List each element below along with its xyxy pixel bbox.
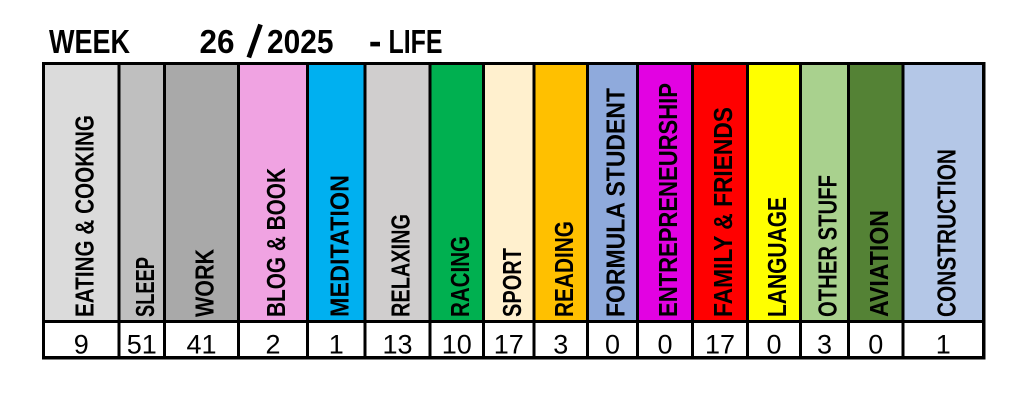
svg-text:AVIATION: AVIATION [864,210,894,317]
svg-text:17: 17 [705,329,735,359]
svg-text:CONSTRUCTION: CONSTRUCTION [931,149,961,317]
svg-text:FAMILY & FRIENDS: FAMILY & FRIENDS [708,107,738,317]
svg-text:WORK: WORK [190,249,220,317]
svg-text:MEDITATION: MEDITATION [324,175,354,317]
svg-text:FORMULA STUDENT: FORMULA STUDENT [601,88,631,317]
svg-text:ENTREPRENEURSHIP: ENTREPRENEURSHIP [653,83,683,317]
svg-text:SPORT: SPORT [497,248,527,317]
svg-text:LANGUAGE: LANGUAGE [762,197,792,317]
svg-text:51: 51 [127,329,157,359]
svg-text:WEEK: WEEK [49,23,130,60]
svg-text:13: 13 [382,329,412,359]
svg-text:2025: 2025 [267,23,334,60]
svg-text:0: 0 [868,329,883,359]
svg-text:SLEEP: SLEEP [130,257,160,317]
svg-text:2: 2 [265,329,280,359]
svg-text:0: 0 [766,329,781,359]
svg-text:LIFE: LIFE [389,23,443,60]
svg-text:26: 26 [200,23,235,60]
svg-text:9: 9 [74,329,89,359]
svg-text:41: 41 [186,329,216,359]
svg-text:RELAXING: RELAXING [386,214,416,317]
svg-text:OTHER STUFF: OTHER STUFF [813,175,843,317]
svg-text:READING: READING [549,221,579,317]
svg-text:RACING: RACING [445,236,475,317]
svg-text:0: 0 [605,329,620,359]
svg-text:EATING & COOKING: EATING & COOKING [69,115,99,317]
svg-text:10: 10 [442,329,472,359]
svg-text:0: 0 [657,329,672,359]
svg-text:BLOG & BOOK: BLOG & BOOK [261,168,291,317]
svg-text:1: 1 [329,329,344,359]
svg-text:17: 17 [494,329,524,359]
svg-text:3: 3 [817,329,832,359]
svg-text:1: 1 [936,329,951,359]
svg-text:3: 3 [553,329,568,359]
